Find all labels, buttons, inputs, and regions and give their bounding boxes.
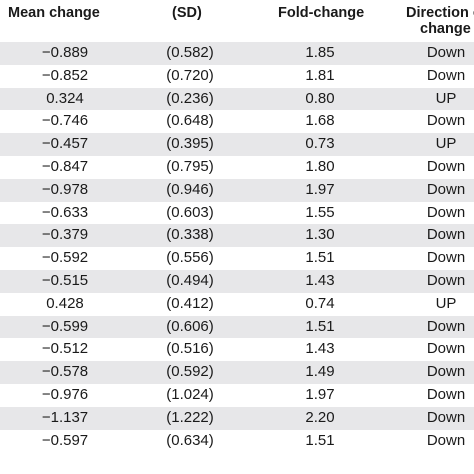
direction-cell: Down xyxy=(426,66,466,84)
direction-cell: Down xyxy=(426,180,466,198)
mean-change-cell: −0.633 xyxy=(41,203,89,221)
mean-change-cell: −0.592 xyxy=(41,249,89,267)
table-row: −0.597 (0.634) 1.51 Down xyxy=(0,430,474,453)
table-row: −0.578 (0.592) 1.49 Down xyxy=(0,361,474,384)
table-row: −0.978 (0.946) 1.97 Down xyxy=(0,178,474,202)
fold-change-cell: 1.80 xyxy=(305,157,335,175)
sd-cell: (1.222) xyxy=(166,408,214,426)
table-row: −0.852 (0.720) 1.81 Down xyxy=(0,65,474,88)
mean-change-cell: −0.457 xyxy=(41,135,89,153)
fold-change-cell: 1.30 xyxy=(305,226,335,244)
sd-cell: (0.338) xyxy=(166,226,214,244)
sd-cell: (0.634) xyxy=(166,431,214,449)
mean-change-cell: −0.597 xyxy=(41,431,89,449)
header-direction-line1: Direction of xyxy=(406,5,474,21)
direction-cell: Down xyxy=(426,385,466,403)
fold-change-cell: 1.51 xyxy=(305,431,335,449)
mean-change-cell: −0.852 xyxy=(41,66,89,84)
mean-change-cell: −0.889 xyxy=(41,44,89,61)
table-row: −0.746 (0.648) 1.68 Down xyxy=(0,110,474,133)
mean-change-cell: −1.137 xyxy=(41,408,89,426)
sd-cell: (0.603) xyxy=(166,203,214,221)
header-mean-change: Mean change xyxy=(8,5,100,21)
mean-change-cell: 0.324 xyxy=(46,89,84,107)
header-direction-line2: change xyxy=(420,21,471,37)
mean-change-cell: −0.515 xyxy=(41,271,89,289)
table-row: −0.889 (0.582) 1.85 Down xyxy=(0,42,474,65)
direction-cell: Down xyxy=(426,203,466,221)
fold-change-cell: 1.68 xyxy=(305,112,335,130)
table-row: −0.599 (0.606) 1.51 Down xyxy=(0,315,474,339)
direction-cell: Down xyxy=(426,271,466,289)
mean-change-cell: −0.379 xyxy=(41,226,89,244)
direction-cell: Down xyxy=(426,340,466,358)
sd-cell: (0.592) xyxy=(166,363,214,381)
direction-cell: Down xyxy=(426,431,466,449)
fold-change-cell: 1.97 xyxy=(305,385,335,403)
fold-change-cell: 1.43 xyxy=(305,340,335,358)
fold-change-cell: 1.85 xyxy=(305,44,335,61)
direction-cell: Down xyxy=(426,44,466,61)
sd-cell: (0.236) xyxy=(166,89,214,107)
fold-change-cell: 1.49 xyxy=(305,363,335,381)
sd-cell: (0.556) xyxy=(166,249,214,267)
direction-cell: Down xyxy=(426,408,466,426)
fold-change-cell: 1.55 xyxy=(305,203,335,221)
table-row: −0.976 (1.024) 1.97 Down xyxy=(0,384,474,407)
sd-cell: (0.582) xyxy=(166,44,214,61)
mean-change-cell: −0.746 xyxy=(41,112,89,130)
direction-cell: UP xyxy=(435,89,457,107)
mean-change-cell: −0.512 xyxy=(41,340,89,358)
sd-cell: (0.720) xyxy=(166,66,214,84)
direction-cell: Down xyxy=(426,363,466,381)
fold-change-cell: 1.81 xyxy=(305,66,335,84)
mean-change-cell: −0.976 xyxy=(41,385,89,403)
mean-change-cell: −0.847 xyxy=(41,157,89,175)
direction-cell: UP xyxy=(435,294,457,312)
table-row: −0.457 (0.395) 0.73 UP xyxy=(0,133,474,156)
direction-cell: Down xyxy=(426,157,466,175)
table-row: 0.324 (0.236) 0.80 UP xyxy=(0,87,474,111)
table-row: −0.515 (0.494) 1.43 Down xyxy=(0,269,474,293)
sd-cell: (0.795) xyxy=(166,157,214,175)
table-row: −0.379 (0.338) 1.30 Down xyxy=(0,224,474,248)
mean-change-cell: −0.978 xyxy=(41,180,89,198)
table-header: Mean change (SD) Fold-change Direction o… xyxy=(0,0,474,40)
direction-cell: Down xyxy=(426,249,466,267)
sd-cell: (0.648) xyxy=(166,112,214,130)
sd-cell: (0.494) xyxy=(166,271,214,289)
fold-change-cell: 0.80 xyxy=(305,89,335,107)
mean-change-cell: −0.578 xyxy=(41,363,89,381)
sd-cell: (0.395) xyxy=(166,135,214,153)
direction-cell: UP xyxy=(435,135,457,153)
fold-change-cell: 1.51 xyxy=(305,317,335,335)
direction-cell: Down xyxy=(426,226,466,244)
sd-cell: (0.516) xyxy=(166,340,214,358)
header-sd: (SD) xyxy=(172,5,202,21)
fold-change-cell: 1.97 xyxy=(305,180,335,198)
table-row: −0.512 (0.516) 1.43 Down xyxy=(0,338,474,361)
table-row: −1.137 (1.222) 2.20 Down xyxy=(0,406,474,430)
fold-change-cell: 0.73 xyxy=(305,135,335,153)
table-row: −0.592 (0.556) 1.51 Down xyxy=(0,247,474,270)
mean-change-cell: 0.428 xyxy=(46,294,84,312)
sd-cell: (1.024) xyxy=(166,385,214,403)
fold-change-cell: 2.20 xyxy=(305,408,335,426)
sd-cell: (0.946) xyxy=(166,180,214,198)
fold-change-cell: 1.51 xyxy=(305,249,335,267)
mean-change-cell: −0.599 xyxy=(41,317,89,335)
fold-change-cell: 0.74 xyxy=(305,294,335,312)
direction-cell: Down xyxy=(426,317,466,335)
direction-cell: Down xyxy=(426,112,466,130)
table-body: −0.889 (0.582) 1.85 Down −0.852 (0.720) 1.81 Do… xyxy=(0,42,474,452)
sd-cell: (0.412) xyxy=(166,294,214,312)
sd-cell: (0.606) xyxy=(166,317,214,335)
table-row: −0.633 (0.603) 1.55 Down xyxy=(0,202,474,225)
fold-change-cell: 1.43 xyxy=(305,271,335,289)
header-fold-change: Fold-change xyxy=(278,5,365,21)
table-row: −0.847 (0.795) 1.80 Down xyxy=(0,156,474,179)
table-row: 0.428 (0.412) 0.74 UP xyxy=(0,293,474,316)
